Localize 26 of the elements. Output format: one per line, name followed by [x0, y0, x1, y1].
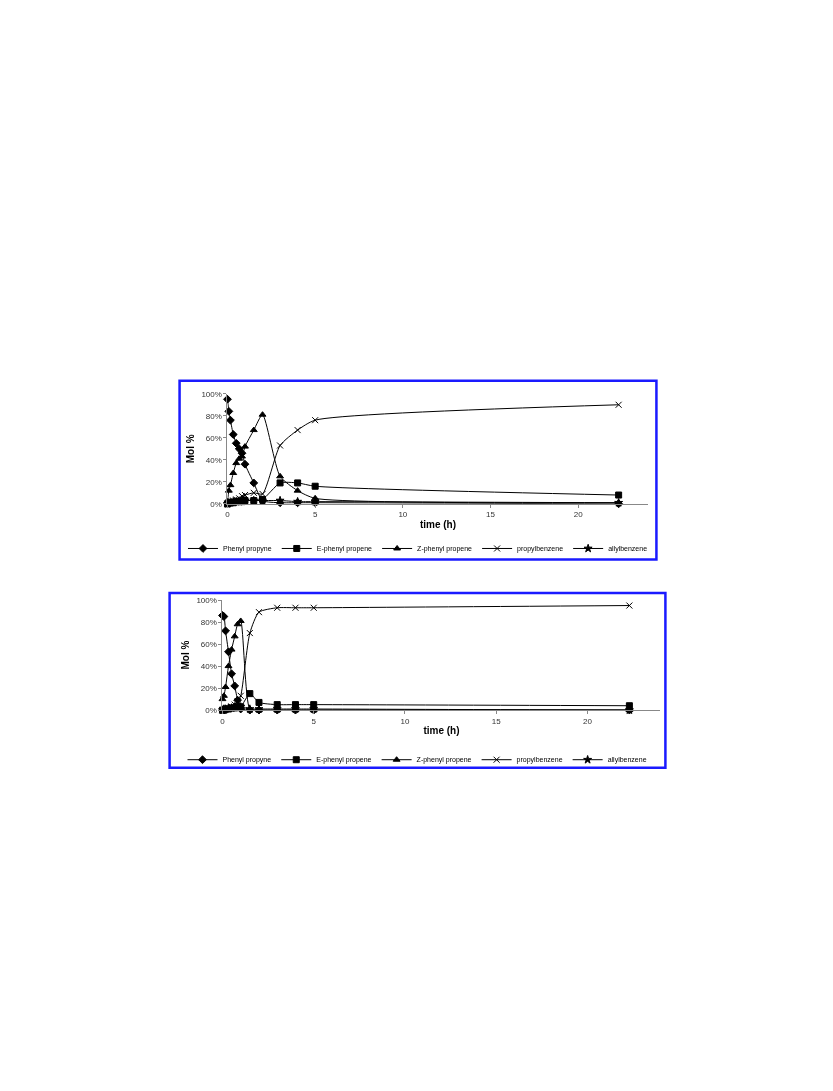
y-tick-label: 40% — [205, 455, 222, 465]
x-tick-label: 20 — [582, 716, 593, 726]
x-tick-label: 15 — [486, 510, 496, 520]
y-axis-title: Mol % — [180, 640, 192, 670]
y-tick-label: 100% — [196, 595, 217, 605]
x-tick-label: 0 — [220, 716, 226, 726]
x-tick-label: 10 — [398, 510, 408, 520]
x-tick-label: 20 — [573, 510, 584, 520]
x-tick-label: 10 — [400, 716, 410, 726]
y-tick-label: 60% — [200, 639, 217, 649]
y-tick-label: 80% — [200, 617, 217, 627]
y-tick-label: 20% — [200, 683, 217, 693]
x-tick-label: 5 — [312, 510, 318, 520]
y-tick-label: 0% — [205, 705, 217, 715]
y-tick-label: 60% — [205, 433, 222, 443]
x-axis-title: time (h) — [419, 518, 457, 530]
x-tick-label: 5 — [311, 716, 317, 726]
y-tick-label: 0% — [210, 499, 222, 509]
y-axis-title: Mol % — [185, 434, 197, 464]
y-tick-label: 100% — [201, 389, 222, 399]
y-tick-label: 20% — [205, 477, 222, 487]
x-axis-title: time (h) — [423, 725, 460, 737]
y-tick-label: 40% — [200, 661, 217, 671]
x-tick-label: 15 — [491, 716, 502, 726]
x-tick-label: 0 — [225, 510, 231, 520]
y-tick-label: 80% — [205, 411, 222, 421]
